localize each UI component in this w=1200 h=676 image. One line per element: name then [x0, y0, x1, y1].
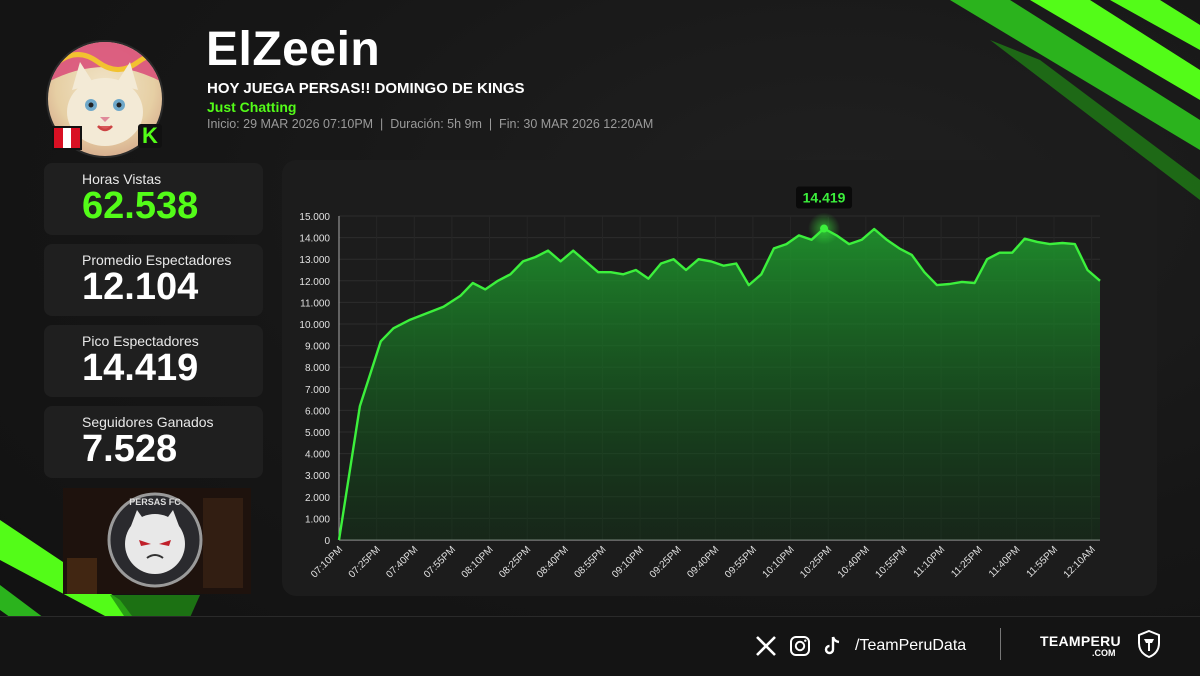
- instagram-icon[interactable]: [788, 634, 812, 658]
- x-tick-label: 07:25PM: [347, 544, 383, 580]
- y-tick-label: 0: [324, 536, 330, 547]
- x-tick-label: 10:40PM: [836, 544, 872, 580]
- tiktok-icon[interactable]: [820, 634, 844, 658]
- x-tick-label: 10:25PM: [798, 544, 834, 580]
- viewers-area-chart: 0 1.000 2.000 3.000 4.000 5.000 6.000 7.000 8.00…: [299, 186, 1101, 580]
- x-tick-label: 08:55PM: [572, 544, 608, 580]
- thumbnail-logo-text: PERSAS FC: [129, 497, 181, 507]
- area-fill: [339, 228, 1100, 540]
- y-tick-label: 13.000: [299, 255, 330, 266]
- stat-card-average-viewers: Promedio Espectadores 12.104: [44, 244, 263, 316]
- brand-domain: .COM: [1092, 648, 1116, 658]
- x-tick-label: 11:25PM: [949, 544, 985, 580]
- y-tick-label: 5.000: [305, 428, 330, 439]
- y-tick-label: 10.000: [299, 320, 330, 331]
- peru-flag-icon: [52, 126, 82, 150]
- stat-label: Pico Espectadores: [82, 333, 199, 349]
- peak-tooltip: [796, 186, 853, 209]
- stat-value: 14.419: [82, 347, 199, 389]
- y-tick-label: 9.000: [305, 342, 330, 353]
- stream-title: HOY JUEGA PERSAS!! DOMINGO DE KINGS: [207, 80, 525, 97]
- footer-bar: [0, 616, 1200, 676]
- x-tick-label: 07:55PM: [422, 544, 458, 580]
- stream-thumbnail: PERSAS FC: [63, 488, 251, 594]
- stat-card-peak-viewers: Pico Espectadores 14.419: [44, 325, 263, 397]
- streamer-avatar: K: [46, 40, 164, 158]
- x-tick-label: 10:55PM: [874, 544, 910, 580]
- x-tick-label: 09:55PM: [723, 544, 759, 580]
- stat-card-hours-watched: Horas Vistas 62.538: [44, 163, 263, 235]
- persas-fc-logo-icon: PERSAS FC: [63, 488, 251, 594]
- stat-label: Seguidores Ganados: [82, 414, 214, 430]
- y-tick-label: 2.000: [305, 493, 330, 504]
- stat-value: 7.528: [82, 428, 178, 470]
- stat-label: Promedio Espectadores: [82, 252, 232, 268]
- y-tick-label: 8.000: [305, 363, 330, 374]
- stat-label: Horas Vistas: [82, 171, 162, 187]
- x-tick-label: 10:10PM: [761, 544, 797, 580]
- y-tick-label: 6.000: [305, 406, 330, 417]
- stat-value: 12.104: [82, 266, 199, 308]
- y-tick-label: 14.000: [299, 234, 330, 245]
- peak-label: 14.419: [803, 190, 846, 206]
- x-tick-label: 07:40PM: [384, 544, 420, 580]
- stream-category: Just Chatting: [207, 99, 297, 115]
- brand-shield-icon: [1138, 630, 1160, 658]
- stat-value: 62.538: [82, 185, 199, 227]
- y-tick-label: 1.000: [305, 514, 330, 525]
- streamer-name: ElZeein: [206, 23, 381, 76]
- cat-illustration: [48, 42, 162, 146]
- viewers-chart-panel: 0 1.000 2.000 3.000 4.000 5.000 6.000 7.000 8.00…: [282, 160, 1157, 596]
- x-tick-label: 09:25PM: [648, 544, 684, 580]
- y-tick-label: 15.000: [299, 212, 330, 223]
- stream-meta: Inicio: 29 MAR 2026 07:10PM | Duración: …: [207, 117, 654, 131]
- y-tick-label: 11.000: [300, 298, 330, 309]
- x-tick-label: 11:10PM: [912, 544, 948, 580]
- x-tick-label: 09:40PM: [685, 544, 721, 580]
- footer-divider: [1000, 628, 1001, 660]
- brand-name: TEAMPERU: [1040, 633, 1121, 649]
- y-tick-label: 4.000: [305, 450, 330, 461]
- y-tick-label: 7.000: [305, 385, 330, 396]
- x-tick-label: 12:10AM: [1062, 544, 1098, 580]
- social-handle[interactable]: /TeamPeruData: [855, 637, 967, 654]
- series-line: [337, 227, 1101, 541]
- x-tick-label: 08:25PM: [497, 544, 533, 580]
- peak-point: [820, 224, 829, 233]
- x-tick-label: 08:10PM: [460, 544, 496, 580]
- stat-card-followers-gained: Seguidores Ganados 7.528: [44, 406, 263, 478]
- x-tick-label: 11:40PM: [987, 544, 1023, 580]
- x-tick-label: 09:10PM: [610, 544, 646, 580]
- y-tick-label: 3.000: [305, 471, 330, 482]
- x-tick-label: 11:55PM: [1025, 544, 1061, 580]
- kick-platform-icon: K: [138, 124, 162, 148]
- x-tick-label: 08:40PM: [535, 544, 571, 580]
- x-tick-label: 07:10PM: [309, 544, 345, 580]
- x-icon[interactable]: [754, 634, 778, 658]
- y-tick-label: 12.000: [299, 277, 330, 288]
